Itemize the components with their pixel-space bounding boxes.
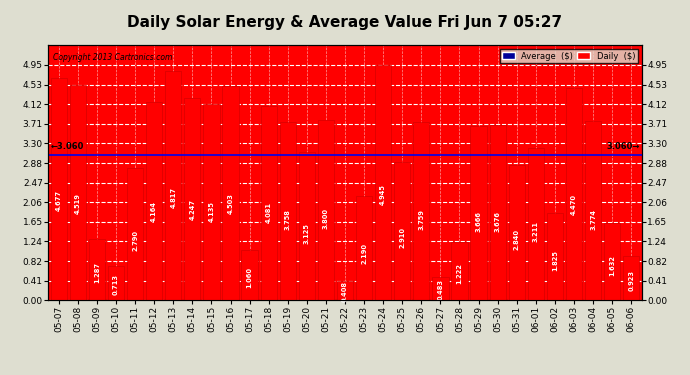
Text: 1.287: 1.287 — [94, 262, 100, 283]
Bar — [356, 196, 372, 300]
Bar — [165, 71, 181, 300]
Text: 4.470: 4.470 — [571, 194, 577, 215]
Bar — [451, 242, 468, 300]
Bar — [318, 120, 334, 300]
Bar — [261, 106, 277, 300]
Text: 3.211: 3.211 — [533, 221, 539, 242]
Text: 3.676: 3.676 — [495, 211, 501, 232]
Legend: Average  ($), Daily  ($): Average ($), Daily ($) — [500, 49, 638, 63]
Bar — [375, 65, 391, 300]
Text: 0.483: 0.483 — [437, 279, 444, 300]
Text: 2.790: 2.790 — [132, 230, 138, 251]
Text: 4.817: 4.817 — [170, 187, 176, 208]
Text: 3.774: 3.774 — [590, 209, 596, 230]
Text: 4.519: 4.519 — [75, 193, 81, 214]
Bar — [222, 86, 239, 300]
Text: 1.222: 1.222 — [457, 263, 462, 284]
Bar — [528, 147, 544, 300]
Bar — [184, 98, 201, 300]
Bar — [146, 102, 162, 300]
Text: 0.408: 0.408 — [342, 281, 348, 302]
Bar — [471, 126, 486, 300]
Bar — [108, 266, 124, 300]
Bar — [566, 88, 582, 300]
Text: 2.910: 2.910 — [400, 227, 405, 248]
Bar — [50, 78, 67, 300]
Bar — [70, 86, 86, 300]
Text: 4.503: 4.503 — [228, 194, 233, 214]
Text: 4.247: 4.247 — [189, 199, 195, 220]
Bar — [604, 222, 620, 300]
Bar — [623, 256, 640, 300]
Bar — [585, 121, 601, 300]
Bar — [546, 213, 563, 300]
Bar — [89, 239, 105, 300]
Text: 3.758: 3.758 — [285, 209, 290, 230]
Bar — [413, 122, 429, 300]
Text: 3.060→: 3.060→ — [607, 142, 640, 151]
Text: 1.825: 1.825 — [552, 251, 558, 272]
Text: 1.060: 1.060 — [246, 267, 253, 288]
Text: 1.632: 1.632 — [609, 255, 615, 276]
Text: Copyright 2013 Cartronics.com: Copyright 2013 Cartronics.com — [53, 53, 172, 62]
Bar — [204, 104, 219, 300]
Text: 3.125: 3.125 — [304, 223, 310, 244]
Bar — [489, 126, 506, 300]
Text: 4.081: 4.081 — [266, 202, 272, 223]
Text: 4.135: 4.135 — [208, 201, 215, 222]
Bar — [299, 152, 315, 300]
Bar — [337, 280, 353, 300]
Bar — [509, 165, 525, 300]
Text: 3.666: 3.666 — [475, 211, 482, 232]
Text: ←3.060: ←3.060 — [50, 142, 83, 151]
Text: 3.759: 3.759 — [418, 209, 424, 230]
Bar — [394, 162, 411, 300]
Bar — [433, 277, 448, 300]
Text: 2.840: 2.840 — [514, 229, 520, 250]
Text: 4.164: 4.164 — [151, 201, 157, 222]
Text: 4.945: 4.945 — [380, 184, 386, 205]
Text: 0.923: 0.923 — [628, 270, 634, 291]
Text: 4.677: 4.677 — [56, 189, 62, 210]
Text: 3.800: 3.800 — [323, 208, 329, 229]
Text: 0.713: 0.713 — [113, 274, 119, 295]
Bar — [241, 250, 257, 300]
Bar — [127, 168, 144, 300]
Bar — [279, 122, 296, 300]
Text: 2.190: 2.190 — [361, 243, 367, 264]
Text: Daily Solar Energy & Average Value Fri Jun 7 05:27: Daily Solar Energy & Average Value Fri J… — [128, 15, 562, 30]
